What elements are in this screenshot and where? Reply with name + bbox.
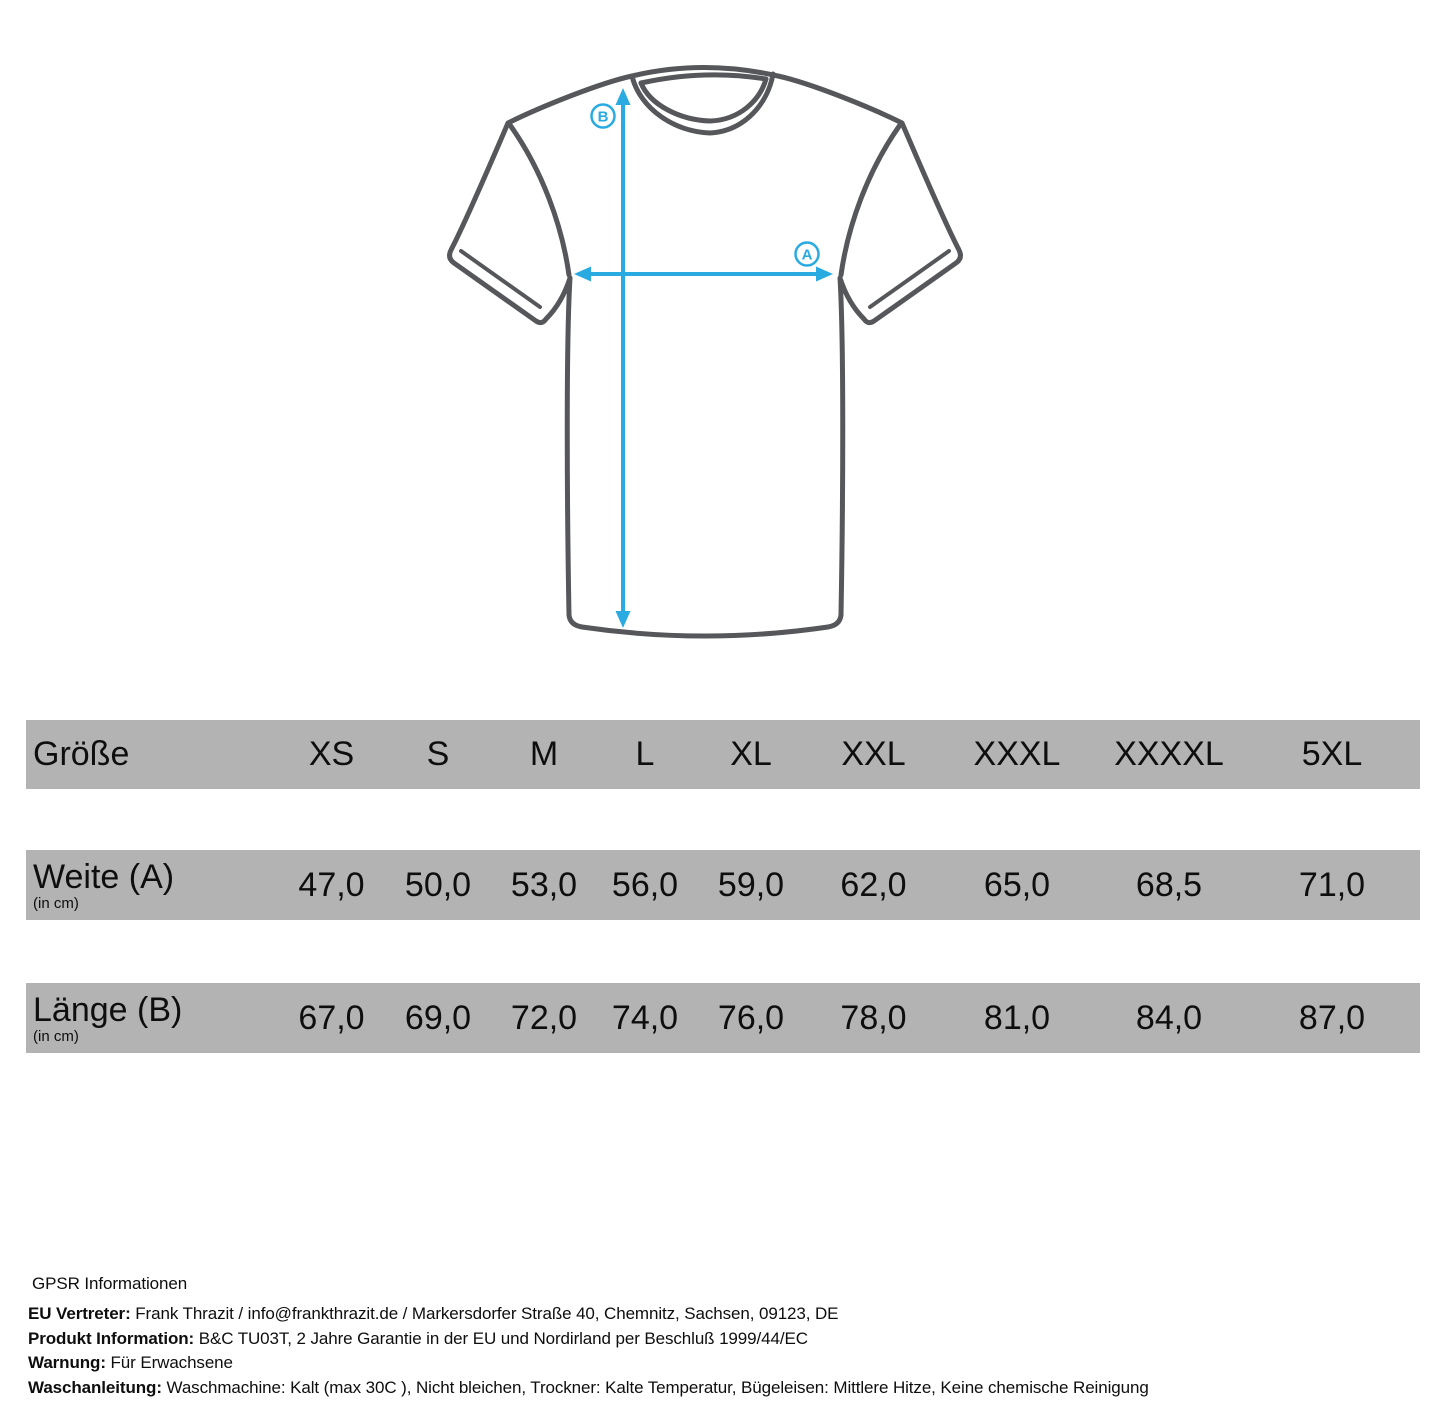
armhole-seam-right: [838, 122, 903, 278]
collar-neckline-outer: [629, 71, 776, 136]
gpsr-line-produkt-information: Produkt Information: B&C TU03T, 2 Jahre …: [28, 1327, 1149, 1352]
gpsr-text-produkt-information: B&C TU03T, 2 Jahre Garantie in der EU un…: [194, 1328, 808, 1348]
width-badge-label: A: [802, 247, 813, 264]
width-value-xxxxl: 68,5: [1135, 865, 1203, 904]
width-value-5xl: 71,0: [1298, 865, 1366, 904]
tshirt-outline: [447, 65, 963, 639]
gpsr-title: GPSR Informationen: [32, 1274, 188, 1293]
size-col-xl: XL: [730, 735, 772, 773]
size-col-5xl: 5XL: [1301, 735, 1363, 773]
size-col-xxxl: XXXL: [973, 735, 1061, 773]
length-value-5xl: 87,0: [1298, 998, 1366, 1037]
gpsr-line-warnung: Warnung: Für Erwachsene: [28, 1351, 1149, 1376]
length-value-l: 74,0: [611, 998, 679, 1037]
gpsr-label-eu-vertreter: EU Vertreter:: [28, 1304, 131, 1323]
width-value-m: 53,0: [510, 865, 578, 904]
size-col-xxl: XXL: [841, 735, 906, 773]
size-col-l: L: [635, 735, 655, 773]
width-value-l: 56,0: [611, 865, 679, 904]
width-value-xl: 59,0: [717, 865, 785, 904]
size-table-header-row: Größe XS S M L XL XXL XXXL XXXXL 5XL: [26, 720, 1420, 789]
width-arrow-head-left: [574, 266, 591, 282]
width-value-s: 50,0: [404, 865, 472, 904]
length-value-m: 72,0: [510, 998, 578, 1037]
length-value-xxxxl: 84,0: [1135, 998, 1203, 1037]
gpsr-line-waschanleitung: Waschanleitung: Waschmachine: Kalt (max …: [28, 1376, 1149, 1401]
length-row-label: Länge (B): [33, 991, 183, 1029]
length-value-xxxl: 81,0: [983, 998, 1051, 1037]
size-col-xs: XS: [308, 735, 355, 773]
length-row: Länge (B) (in cm) 67,0 69,0 72,0 74,0 76…: [26, 983, 1420, 1053]
gpsr-text-waschanleitung: Waschmachine: Kalt (max 30C ), Nicht ble…: [161, 1377, 1149, 1397]
length-value-xl: 76,0: [717, 998, 785, 1037]
width-row-label-cell: Weite (A) (in cm): [26, 859, 280, 911]
measurement-arrows: [574, 88, 833, 628]
size-col-s: S: [426, 735, 450, 773]
width-row-unit: (in cm): [33, 895, 79, 912]
width-badge-circle: [794, 241, 820, 267]
gpsr-label-produkt-information: Produkt Information:: [28, 1328, 195, 1348]
length-arrow-head-bottom: [615, 611, 631, 628]
width-row-label: Weite (A): [33, 858, 175, 896]
length-row-label-cell: Länge (B) (in cm): [26, 992, 280, 1044]
collar-inner-rim: [638, 72, 769, 86]
tshirt-diagram: B A: [447, 65, 963, 639]
length-badge-circle: [590, 103, 616, 129]
length-row-unit: (in cm): [33, 1028, 79, 1045]
length-value-xxl: 78,0: [840, 998, 907, 1037]
width-value-xxl: 62,0: [840, 865, 907, 904]
size-col-xxxxl: XXXXL: [1114, 735, 1224, 773]
width-value-xs: 47,0: [298, 865, 365, 904]
size-header-label: Größe: [33, 735, 130, 773]
length-value-s: 69,0: [404, 998, 472, 1037]
width-row: Weite (A) (in cm) 47,0 50,0 53,0 56,0 59…: [26, 850, 1420, 920]
width-value-xxxl: 65,0: [983, 865, 1051, 904]
gpsr-text-eu-vertreter: Frank Thrazit / info@frankthrazit.de / M…: [130, 1304, 839, 1323]
gpsr-line-eu-vertreter: EU Vertreter: Frank Thrazit / info@frank…: [28, 1302, 1149, 1327]
cuff-line-left: [459, 249, 542, 309]
size-col-m: M: [529, 735, 559, 773]
cuff-line-right: [868, 249, 951, 309]
collar-neckline-inner: [638, 76, 769, 124]
gpsr-text-warnung: Für Erwachsene: [105, 1353, 233, 1372]
armhole-seam-left: [507, 122, 572, 278]
length-badge-label: B: [598, 109, 609, 126]
gpsr-label-warnung: Warnung:: [28, 1353, 106, 1372]
width-arrow-head-right: [816, 266, 833, 282]
gpsr-info-block: GPSR Informationen EU Vertreter: Frank T…: [28, 1274, 1149, 1400]
length-value-xs: 67,0: [298, 998, 365, 1037]
length-arrow-head-top: [615, 88, 631, 105]
gpsr-label-waschanleitung: Waschanleitung:: [28, 1377, 162, 1397]
